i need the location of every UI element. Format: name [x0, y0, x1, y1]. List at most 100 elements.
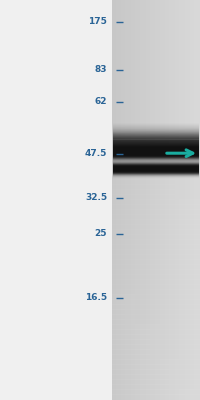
Bar [147, 0, 149, 400]
Bar [113, 130, 199, 133]
Text: 62: 62 [95, 98, 107, 106]
Bar [116, 0, 118, 400]
Bar [112, 209, 200, 215]
Bar [113, 165, 199, 168]
Bar [112, 374, 200, 380]
Bar [113, 161, 199, 164]
Bar [113, 168, 199, 170]
Bar [113, 128, 199, 131]
Bar [112, 49, 200, 55]
Bar [112, 224, 200, 230]
Bar [113, 148, 199, 150]
Bar [113, 148, 199, 150]
Text: 16.5: 16.5 [85, 294, 107, 302]
Bar [112, 129, 200, 135]
Bar [112, 214, 200, 220]
Bar [113, 174, 199, 177]
Bar [112, 89, 200, 95]
Bar [113, 170, 199, 172]
Bar [143, 0, 145, 400]
Bar [112, 69, 200, 75]
Bar [138, 0, 140, 400]
Bar [113, 147, 199, 150]
Bar [181, 0, 183, 400]
Bar [113, 168, 199, 170]
Bar [112, 274, 200, 280]
Bar [113, 151, 199, 153]
Bar [112, 369, 200, 375]
Bar [113, 158, 199, 160]
Bar [112, 254, 200, 260]
Bar [182, 0, 184, 400]
Bar [121, 0, 123, 400]
Text: 175: 175 [88, 18, 107, 26]
Bar [113, 172, 199, 174]
Bar [112, 19, 200, 25]
Bar [166, 0, 168, 400]
Bar [174, 0, 175, 400]
Bar [112, 319, 200, 325]
Bar [113, 0, 115, 400]
Bar [128, 0, 130, 400]
Bar [113, 154, 199, 156]
Bar [113, 131, 199, 133]
Bar [112, 309, 200, 315]
Bar [112, 264, 200, 270]
Bar [112, 164, 200, 170]
Bar [113, 152, 199, 155]
Bar [196, 0, 197, 400]
Bar [112, 179, 200, 185]
Bar [113, 124, 199, 126]
Bar [113, 153, 199, 156]
Bar [112, 24, 200, 30]
Bar [113, 150, 199, 152]
Text: 25: 25 [95, 230, 107, 238]
Text: 83: 83 [95, 66, 107, 74]
Bar [112, 234, 200, 240]
Bar [112, 0, 200, 5]
Bar [112, 34, 200, 40]
Bar [140, 0, 142, 400]
Bar [112, 134, 200, 140]
Bar [177, 0, 178, 400]
Bar [113, 129, 199, 131]
Bar [112, 269, 200, 275]
Bar [113, 143, 199, 146]
Bar [113, 145, 199, 148]
Bar [113, 168, 199, 171]
Bar [165, 0, 167, 400]
Bar [113, 138, 199, 140]
Bar [155, 0, 156, 400]
Bar [156, 0, 158, 400]
Bar [112, 244, 200, 250]
Bar [113, 130, 199, 132]
Bar [113, 123, 199, 125]
Bar [113, 169, 199, 171]
Bar [112, 124, 200, 130]
Bar [112, 94, 200, 100]
Bar [113, 173, 199, 175]
Bar [113, 162, 199, 164]
Bar [113, 156, 199, 159]
Bar [113, 146, 199, 148]
Bar [112, 289, 200, 295]
Text: 47.5: 47.5 [85, 150, 107, 158]
Bar [130, 0, 131, 400]
Bar [113, 151, 199, 154]
Bar [113, 142, 199, 145]
Bar [150, 0, 152, 400]
Bar [112, 329, 200, 335]
Bar [185, 0, 187, 400]
Bar [113, 136, 199, 138]
Bar [112, 9, 200, 15]
Bar [113, 158, 199, 161]
Bar [113, 167, 199, 170]
Bar [144, 0, 146, 400]
Bar [113, 138, 199, 141]
Bar [113, 137, 199, 140]
Bar [113, 142, 199, 144]
Bar [113, 157, 199, 159]
Bar [112, 154, 200, 160]
Bar [187, 0, 189, 400]
Bar [113, 136, 199, 138]
